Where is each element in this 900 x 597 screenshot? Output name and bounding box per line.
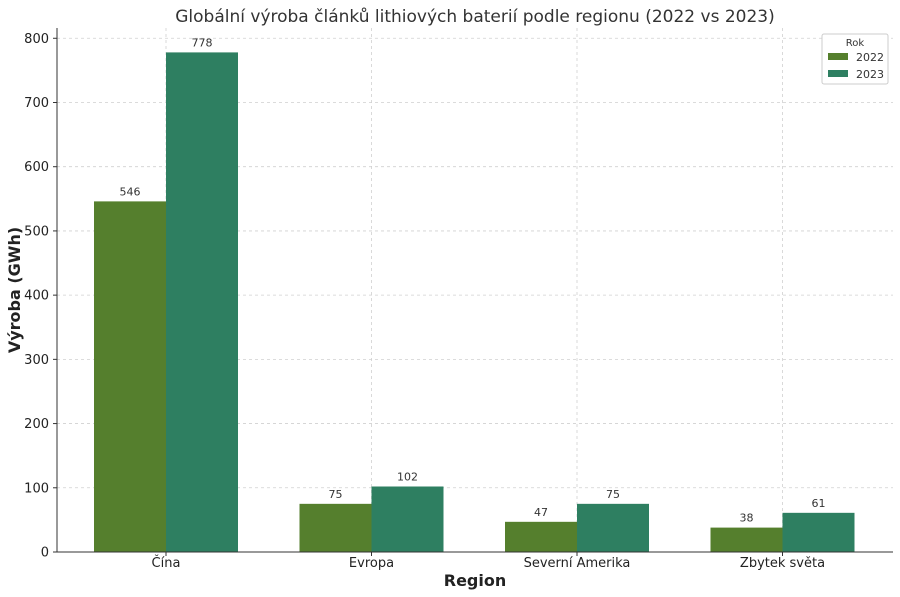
- bar-value-label: 546: [120, 185, 141, 198]
- bar-value-label: 75: [606, 488, 620, 501]
- chart-title: Globální výroba článků lithiových bateri…: [175, 7, 775, 27]
- legend-swatch-2023: [828, 70, 848, 77]
- y-tick-label: 600: [24, 160, 49, 175]
- bar-value-label: 38: [740, 512, 754, 525]
- x-axis-title: Region: [444, 571, 507, 590]
- bar-2022-2: [505, 521, 577, 552]
- bar-2022-3: [710, 527, 783, 552]
- y-tick-label: 400: [24, 289, 49, 304]
- legend-label-2023: 2023: [856, 68, 884, 81]
- x-ticks: Čína Evropa Severní Amerika Zbytek světa: [152, 552, 825, 571]
- bar-2023-1: [371, 486, 444, 552]
- legend-label-2022: 2022: [856, 51, 884, 64]
- y-tick-label: 500: [24, 224, 49, 239]
- y-tick-label: 300: [24, 353, 49, 368]
- legend-title: Rok: [846, 38, 865, 49]
- bar-value-label: 75: [329, 488, 343, 501]
- bar-labels: 546 75 47 38 778 102 75 61: [120, 36, 826, 524]
- bar-2022-0: [94, 201, 166, 552]
- bar-2023-0: [166, 52, 238, 552]
- x-tick-label: Zbytek světa: [740, 556, 825, 571]
- bar-value-label: 778: [192, 36, 213, 49]
- bar-value-label: 47: [534, 506, 548, 519]
- y-ticks: 0 100 200 300 400 500 600 700 800: [24, 32, 57, 561]
- y-tick-label: 0: [41, 546, 49, 561]
- y-tick-label: 100: [24, 481, 49, 496]
- y-tick-label: 800: [24, 32, 49, 47]
- bar-2022-1: [299, 503, 372, 552]
- y-tick-label: 700: [24, 96, 49, 111]
- x-tick-label: Evropa: [349, 556, 394, 571]
- bar-value-label: 102: [397, 471, 418, 484]
- x-tick-label: Čína: [152, 555, 181, 571]
- x-tick-label: Severní Amerika: [524, 556, 631, 571]
- legend: Rok 2022 2023: [821, 33, 889, 85]
- legend-swatch-2022: [828, 53, 848, 60]
- y-axis-title: Výroba (GWh): [5, 227, 24, 353]
- bar-2023-2: [577, 503, 649, 552]
- bar-value-label: 61: [812, 497, 826, 510]
- bar-2023-3: [782, 512, 855, 552]
- y-tick-label: 200: [24, 417, 49, 432]
- bars: [94, 52, 855, 552]
